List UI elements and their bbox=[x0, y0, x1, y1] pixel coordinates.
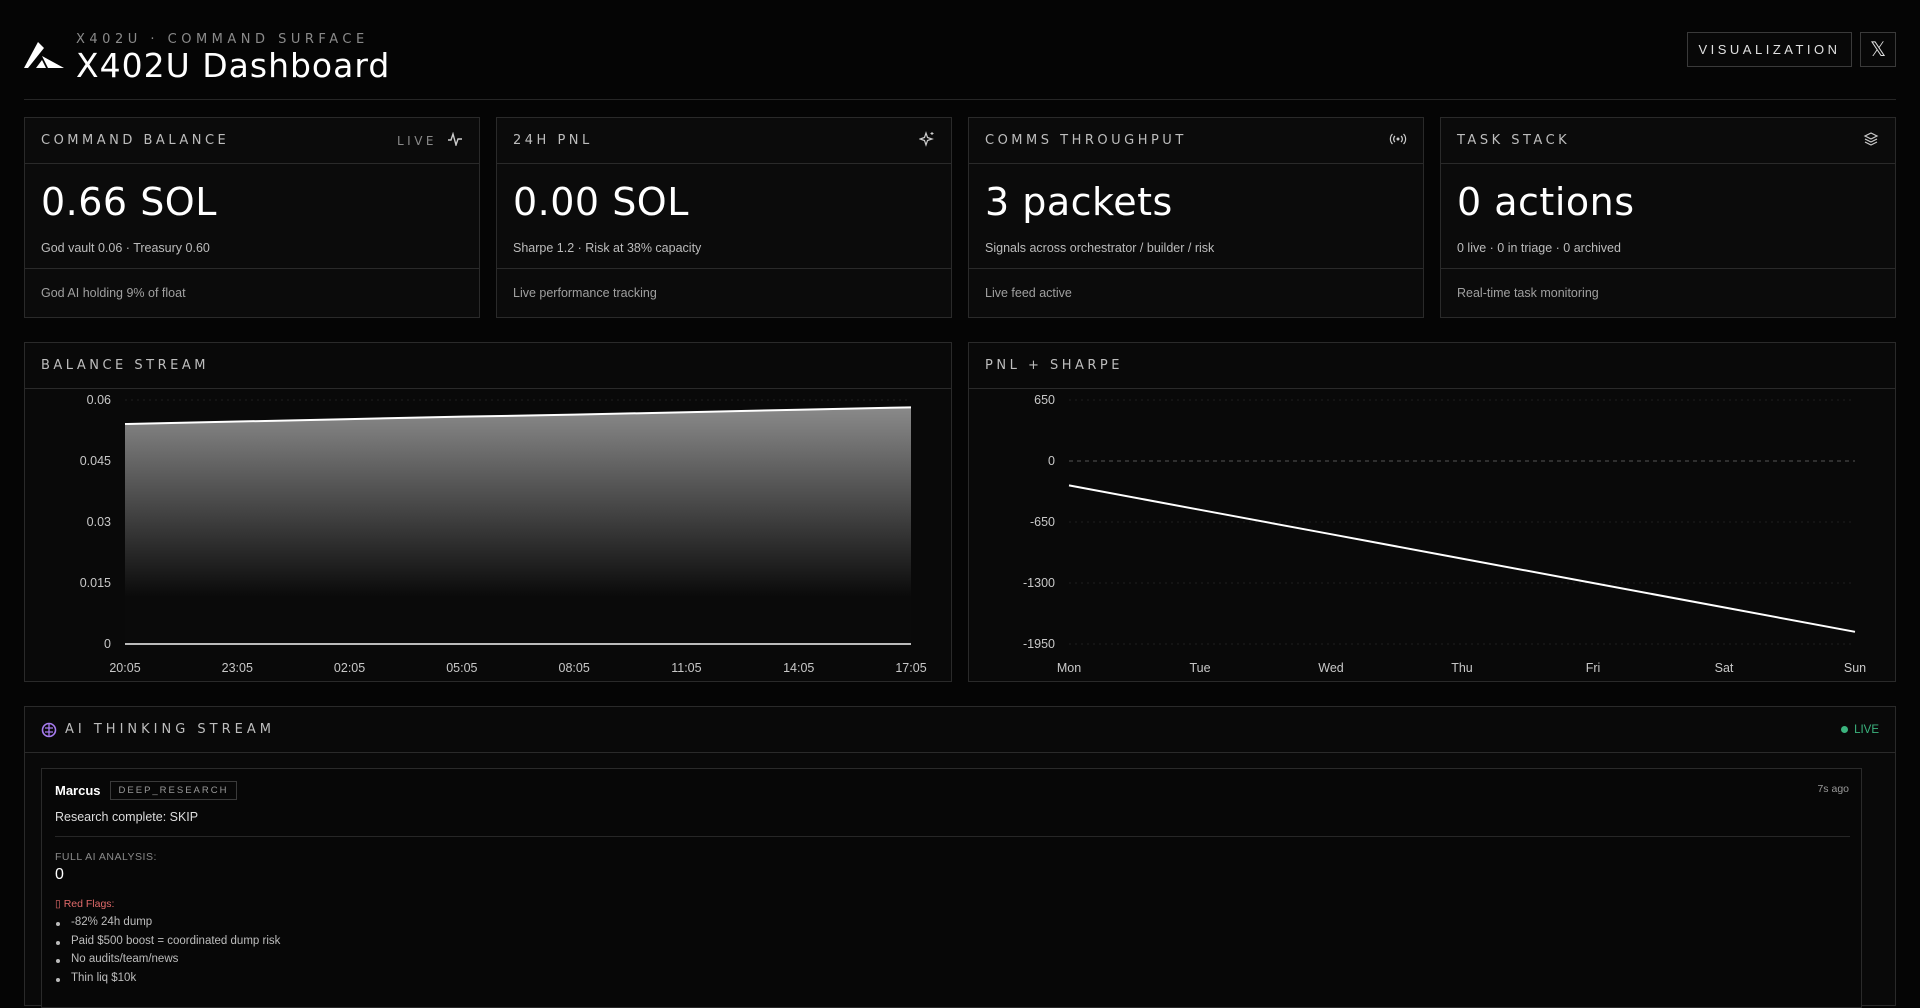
y-tick-label: -650 bbox=[1030, 515, 1055, 529]
x-tick-label: 05:05 bbox=[446, 661, 477, 675]
x-tick-label: Wed bbox=[1318, 661, 1344, 675]
entry-summary: Research complete: SKIP bbox=[55, 810, 198, 824]
y-tick-label: 0 bbox=[104, 637, 111, 651]
entry-tag: DEEP_RESEARCH bbox=[110, 781, 238, 800]
agent-name: Marcus bbox=[55, 783, 101, 798]
red-flags-title: ▯ Red Flags: bbox=[55, 898, 114, 910]
x-tick-label: 11:05 bbox=[671, 661, 701, 675]
y-tick-label: 0.045 bbox=[80, 454, 111, 468]
y-tick-label: 0.03 bbox=[87, 515, 111, 529]
stream-title: AI THINKING STREAM bbox=[65, 722, 275, 737]
red-flags-list: -82% 24h dump Paid $500 boost = coordina… bbox=[55, 916, 280, 990]
charts: 0 0.015 0.03 0.045 0.06 20:05 23:05 02:05 05:05 0… bbox=[0, 0, 1920, 700]
y-tick-label: 0.015 bbox=[80, 576, 111, 590]
x-tick-label: Fri bbox=[1586, 661, 1601, 675]
area-fill bbox=[125, 407, 911, 644]
y-tick-label: -1300 bbox=[1023, 576, 1055, 590]
x-tick-label: 23:05 bbox=[222, 661, 253, 675]
red-flag-item: Paid $500 boost = coordinated dump risk bbox=[55, 935, 280, 954]
live-indicator: LIVE bbox=[1854, 724, 1879, 736]
live-dot-icon bbox=[1841, 726, 1848, 733]
x-tick-label: 14:05 bbox=[783, 661, 814, 675]
x-tick-label: 20:05 bbox=[109, 661, 140, 675]
y-tick-label: 0.06 bbox=[87, 393, 111, 407]
y-tick-label: 0 bbox=[1048, 454, 1055, 468]
x-tick-label: 17:05 bbox=[895, 661, 926, 675]
entry-divider bbox=[55, 836, 1850, 837]
x-tick-label: Mon bbox=[1057, 661, 1081, 675]
x-tick-label: 02:05 bbox=[334, 661, 365, 675]
red-flag-item: No audits/team/news bbox=[55, 953, 280, 972]
entry-time: 7s ago bbox=[1817, 783, 1849, 795]
x-tick-label: 08:05 bbox=[559, 661, 590, 675]
analysis-label: FULL AI ANALYSIS: bbox=[55, 851, 157, 863]
y-tick-label: -1950 bbox=[1023, 637, 1055, 651]
analysis-value: 0 bbox=[55, 866, 64, 884]
x-tick-label: Sat bbox=[1715, 661, 1734, 675]
red-flag-item: -82% 24h dump bbox=[55, 916, 280, 935]
red-flag-item: Thin liq $10k bbox=[55, 972, 280, 991]
stream-entry: Marcus DEEP_RESEARCH 7s ago Research com… bbox=[41, 768, 1862, 1008]
x-tick-label: Sun bbox=[1844, 661, 1866, 675]
x-tick-label: Tue bbox=[1189, 661, 1210, 675]
x-tick-label: Thu bbox=[1451, 661, 1473, 675]
y-tick-label: 650 bbox=[1034, 393, 1055, 407]
brain-icon bbox=[41, 722, 57, 738]
